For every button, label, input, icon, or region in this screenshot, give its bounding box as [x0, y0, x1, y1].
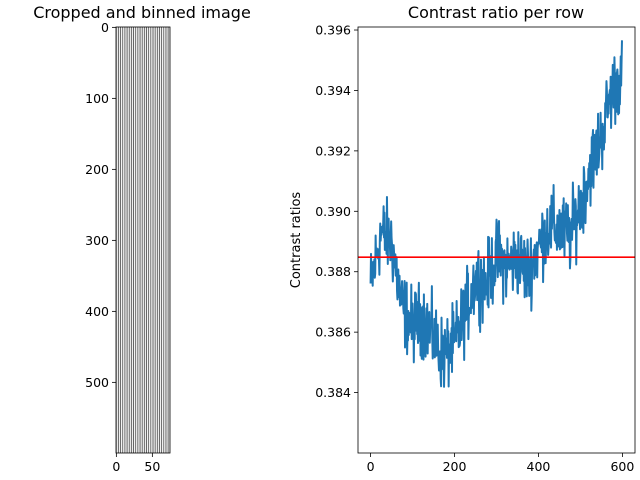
- image-light-stripe: [136, 27, 137, 453]
- image-dark-stripe: [133, 27, 135, 453]
- image-light-stripe: [140, 27, 142, 453]
- image-x-ticks: 0 50: [112, 453, 160, 474]
- image-x-tick-label: 50: [144, 459, 160, 474]
- image-light-stripe: [162, 27, 163, 453]
- image-dark-stripe: [144, 27, 145, 453]
- x-tick-label: 200: [443, 459, 467, 474]
- x-tick-label: 0: [367, 459, 375, 474]
- image-light-stripe: [157, 27, 159, 453]
- y-tick-label: 0.394: [315, 83, 351, 98]
- image-light-stripe: [118, 27, 120, 453]
- image-y-tick-label: 500: [85, 375, 109, 390]
- y-tick-label: 0.384: [315, 385, 351, 400]
- image-light-stripe: [151, 27, 152, 453]
- image-panel-title: Cropped and binned image: [33, 3, 251, 22]
- image-dark-stripe: [120, 27, 122, 453]
- image-light-stripe: [123, 27, 124, 453]
- plot-frame: [357, 26, 636, 454]
- image-x-tick-label: 0: [112, 459, 120, 474]
- image-dark-stripe: [118, 27, 119, 453]
- image-light-stripe: [155, 27, 157, 453]
- y-tick-label: 0.386: [315, 325, 351, 340]
- image-dark-stripe: [141, 27, 143, 453]
- image-light-stripe: [129, 27, 131, 453]
- line-panel: Contrast ratio per row Contrast ratios 0…: [289, 3, 636, 474]
- x-tick-label: 400: [527, 459, 551, 474]
- image-panel: Cropped and binned image 0 100 200 300 400 50…: [33, 3, 251, 474]
- image-dark-stripe: [146, 27, 148, 453]
- image-dark-stripe: [152, 27, 154, 453]
- image-dark-stripe: [161, 27, 163, 453]
- y-tick-label: 0.390: [315, 204, 351, 219]
- image-light-stripe: [131, 27, 133, 453]
- binned-image: [116, 27, 170, 453]
- image-y-tick-label: 200: [85, 162, 109, 177]
- image-dark-stripe: [135, 27, 137, 453]
- image-y-tick-label: 300: [85, 233, 109, 248]
- image-dark-stripe: [150, 27, 152, 453]
- image-light-stripe: [125, 27, 127, 453]
- image-light-stripe: [149, 27, 150, 453]
- image-light-stripe: [153, 27, 155, 453]
- image-light-stripe: [159, 27, 161, 453]
- image-dark-stripe: [126, 27, 128, 453]
- image-light-stripe: [146, 27, 148, 453]
- image-dark-stripe: [167, 27, 169, 453]
- image-dark-stripe: [165, 27, 167, 453]
- image-dark-stripe: [154, 27, 156, 453]
- image-dark-stripe: [128, 27, 130, 453]
- image-dark-stripe: [157, 27, 158, 453]
- image-light-stripe: [168, 27, 170, 453]
- image-light-stripe: [121, 27, 122, 453]
- image-dark-stripe: [122, 27, 124, 453]
- image-light-stripe: [138, 27, 140, 453]
- image-dark-stripe: [124, 27, 126, 453]
- image-light-stripe: [116, 27, 118, 453]
- line-panel-title: Contrast ratio per row: [408, 3, 584, 22]
- image-light-stripe: [127, 27, 129, 453]
- plot-area: [358, 40, 635, 388]
- image-y-tick-label: 100: [85, 91, 109, 106]
- image-y-ticks: 0 100 200 300 400 500: [85, 20, 116, 390]
- y-axis-ticks: 0.384 0.386 0.388 0.390 0.392 0.394 0.396: [315, 23, 358, 400]
- y-tick-label: 0.396: [315, 23, 351, 38]
- image-light-stripe: [164, 27, 165, 453]
- image-y-tick-label: 0: [101, 20, 109, 35]
- x-tick-label: 600: [610, 459, 634, 474]
- image-dark-stripe: [148, 27, 150, 453]
- x-axis-ticks: 0 200 400 600: [367, 453, 634, 474]
- image-dark-stripe: [159, 27, 160, 453]
- y-axis-label: Contrast ratios: [289, 192, 304, 289]
- image-dark-stripe: [131, 27, 132, 453]
- image-dark-stripe: [137, 27, 139, 453]
- image-light-stripe: [144, 27, 146, 453]
- image-light-stripe: [134, 27, 135, 453]
- image-light-stripe: [166, 27, 168, 453]
- contrast-ratio-line: [369, 40, 623, 388]
- image-y-tick-label: 400: [85, 304, 109, 319]
- y-tick-label: 0.388: [315, 264, 351, 279]
- y-tick-label: 0.392: [315, 143, 351, 158]
- image-dark-stripe: [163, 27, 165, 453]
- image-dark-stripe: [139, 27, 141, 453]
- image-light-stripe: [142, 27, 144, 453]
